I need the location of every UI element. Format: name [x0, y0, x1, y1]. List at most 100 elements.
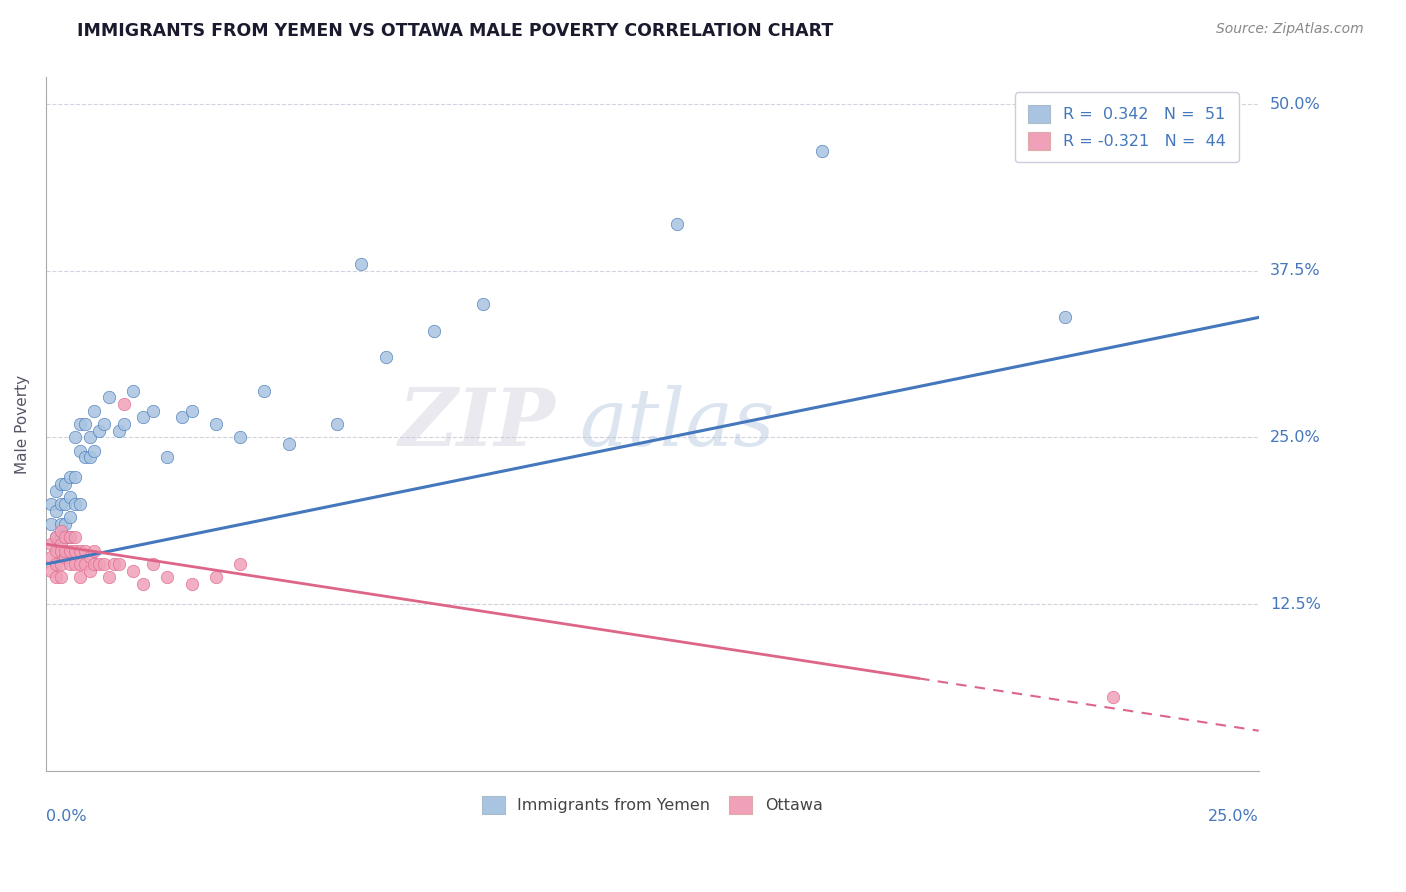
Point [63, 470, 86, 484]
Point [63, 530, 86, 544]
Point [53, 497, 76, 511]
Point [63, 543, 86, 558]
Point [1053, 310, 1076, 325]
Point [423, 324, 446, 338]
Point [83, 403, 105, 417]
Point [122, 384, 145, 398]
Point [156, 450, 179, 465]
Point [73, 557, 96, 571]
Point [79, 450, 101, 465]
Point [471, 297, 494, 311]
Y-axis label: Male Poverty: Male Poverty [15, 375, 30, 474]
Point [39, 537, 62, 551]
Point [59, 491, 82, 505]
Point [98, 391, 121, 405]
Point [59, 510, 82, 524]
Point [39, 564, 62, 578]
Point [39, 550, 62, 565]
Point [59, 543, 82, 558]
Point [45, 543, 67, 558]
Point [107, 557, 129, 571]
Point [53, 530, 76, 544]
Point [89, 424, 111, 438]
Point [277, 437, 299, 451]
Text: IMMIGRANTS FROM YEMEN VS OTTAWA MALE POVERTY CORRELATION CHART: IMMIGRANTS FROM YEMEN VS OTTAWA MALE POV… [77, 22, 834, 40]
Point [73, 417, 96, 431]
Text: 37.5%: 37.5% [1270, 263, 1320, 278]
Point [63, 557, 86, 571]
Text: 0.0%: 0.0% [46, 809, 87, 824]
Point [204, 570, 226, 584]
Point [79, 550, 101, 565]
Point [49, 543, 72, 558]
Point [112, 417, 135, 431]
Point [49, 477, 72, 491]
Point [253, 384, 276, 398]
Point [112, 397, 135, 411]
Point [49, 570, 72, 584]
Point [59, 470, 82, 484]
Point [45, 483, 67, 498]
Point [93, 417, 115, 431]
Point [53, 477, 76, 491]
Point [63, 430, 86, 444]
Point [49, 497, 72, 511]
Point [811, 144, 834, 158]
Point [83, 543, 105, 558]
Point [49, 537, 72, 551]
Point [98, 570, 121, 584]
Point [374, 351, 396, 365]
Point [63, 497, 86, 511]
Point [180, 403, 202, 417]
Point [59, 530, 82, 544]
Point [89, 557, 111, 571]
Point [49, 524, 72, 538]
Point [69, 543, 91, 558]
Legend: Immigrants from Yemen, Ottawa: Immigrants from Yemen, Ottawa [474, 789, 831, 822]
Point [49, 517, 72, 532]
Point [1102, 690, 1125, 705]
Point [45, 530, 67, 544]
Point [69, 443, 91, 458]
Text: 50.0%: 50.0% [1270, 96, 1320, 112]
Point [132, 577, 155, 591]
Point [107, 424, 129, 438]
Point [170, 410, 193, 425]
Point [73, 450, 96, 465]
Point [53, 550, 76, 565]
Point [69, 570, 91, 584]
Point [180, 577, 202, 591]
Text: ZIP: ZIP [398, 385, 555, 463]
Point [326, 417, 349, 431]
Point [45, 504, 67, 518]
Text: 25.0%: 25.0% [1208, 809, 1258, 824]
Point [69, 417, 91, 431]
Text: atlas: atlas [579, 385, 775, 463]
Point [49, 530, 72, 544]
Point [45, 557, 67, 571]
Point [79, 430, 101, 444]
Point [79, 564, 101, 578]
Point [93, 557, 115, 571]
Point [142, 557, 165, 571]
Point [156, 570, 179, 584]
Point [69, 497, 91, 511]
Point [59, 557, 82, 571]
Point [53, 517, 76, 532]
Point [350, 257, 373, 271]
Point [45, 570, 67, 584]
Point [122, 564, 145, 578]
Point [53, 543, 76, 558]
Point [83, 557, 105, 571]
Point [142, 403, 165, 417]
Point [103, 557, 125, 571]
Point [204, 417, 226, 431]
Point [229, 430, 252, 444]
Point [73, 543, 96, 558]
Text: Source: ZipAtlas.com: Source: ZipAtlas.com [1216, 22, 1364, 37]
Point [39, 517, 62, 532]
Point [83, 443, 105, 458]
Point [69, 557, 91, 571]
Point [59, 530, 82, 544]
Text: 12.5%: 12.5% [1270, 597, 1320, 612]
